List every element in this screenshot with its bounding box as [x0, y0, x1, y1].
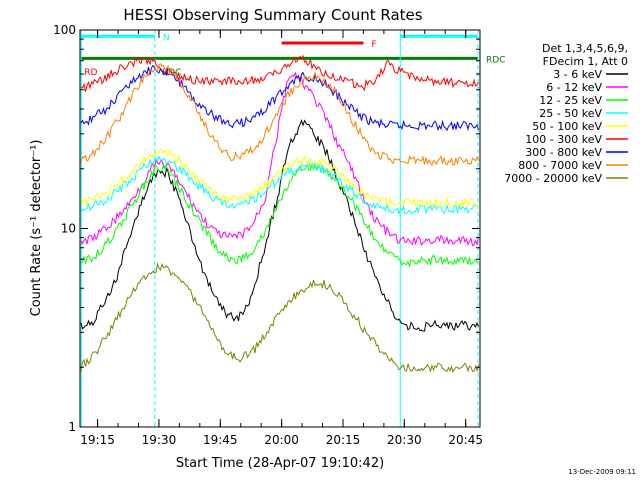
plot-date-footer: 13-Dec-2009 09:11	[568, 468, 636, 476]
series-line-7000-20000kev	[80, 261, 479, 373]
legend-entry-label: 300 - 800 keV	[525, 146, 602, 159]
legend-title-line: Det 1,3,4,5,6,9,	[542, 42, 628, 55]
legend: Det 1,3,4,5,6,9,FDecim 1, Att 03 - 6 keV…	[504, 42, 628, 185]
x-tick-label: 20:30	[387, 433, 422, 447]
legend-title-line: FDecim 1, Att 0	[543, 55, 628, 68]
x-tick-label: 19:15	[80, 433, 115, 447]
y-tick-label: 10	[61, 222, 76, 236]
x-axis-label: Start Time (28-Apr-07 19:10:42)	[176, 456, 384, 471]
status-label-rdc: RDC	[486, 55, 505, 65]
series-line-12-25kev	[80, 162, 479, 269]
chart-title: HESSI Observing Summary Count Rates	[123, 6, 422, 24]
count-rate-series	[80, 54, 479, 373]
series-line-6-12kev	[80, 71, 479, 247]
legend-entry-label: 800 - 7000 keV	[518, 159, 602, 172]
series-line-300-800kev	[80, 64, 479, 132]
y-tick-label: 100	[53, 23, 76, 37]
y-tick-label: 1	[68, 420, 76, 434]
status-label-n: N	[163, 33, 170, 43]
x-tick-label: 19:30	[142, 433, 177, 447]
x-tick-label: 20:00	[264, 433, 299, 447]
x-tick-label: 20:15	[326, 433, 361, 447]
series-line-50-100kev	[80, 148, 479, 209]
legend-entry-label: 6 - 12 keV	[546, 81, 602, 94]
x-tick-label: 19:45	[203, 433, 238, 447]
legend-entry-label: 100 - 300 keV	[525, 133, 602, 146]
legend-entry-label: 3 - 6 keV	[553, 68, 602, 81]
series-line-3-6kev	[80, 118, 479, 332]
legend-entry-label: 12 - 25 keV	[539, 94, 602, 107]
legend-entry-label: 7000 - 20000 keV	[504, 172, 602, 185]
x-axis-ticks: 19:15 19:30 19:45 20:00 20:15 20:30 20:45	[80, 30, 483, 447]
series-line-25-50kev	[80, 155, 479, 216]
legend-entry-label: 50 - 100 keV	[532, 120, 602, 133]
series-line-800-7000kev	[80, 62, 479, 166]
y-axis-ticks: 1 10 100	[53, 23, 480, 434]
y-axis-label: Count Rate (s⁻¹ detector⁻¹)	[29, 140, 44, 317]
status-extra-label-0: RD	[84, 68, 97, 78]
status-label-f: F	[371, 40, 376, 50]
legend-entry-label: 25 - 50 keV	[539, 107, 602, 120]
series-line-100-300kev	[80, 54, 479, 92]
x-tick-label: 20:45	[448, 433, 483, 447]
